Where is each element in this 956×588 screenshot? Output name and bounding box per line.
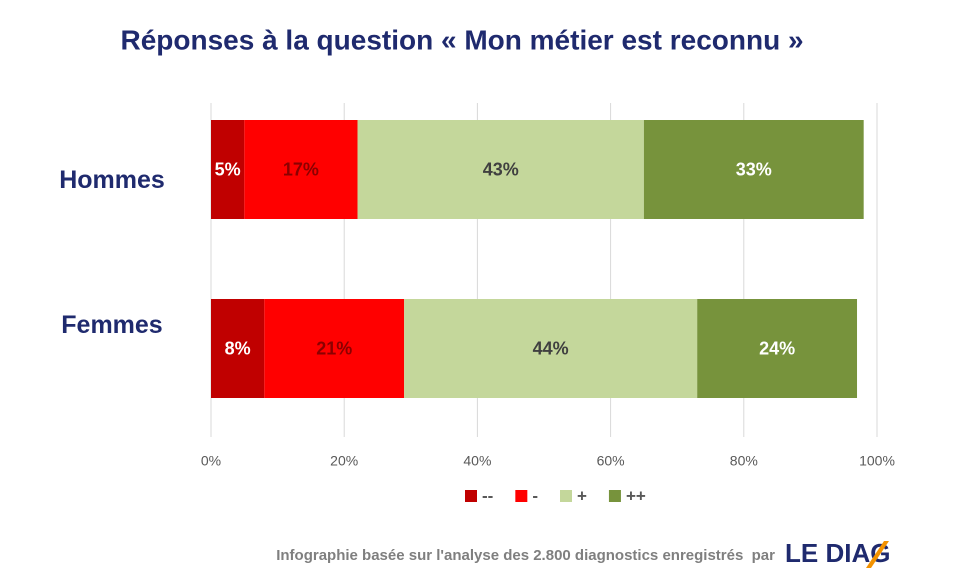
legend-swatch	[608, 490, 621, 502]
legend-swatch	[515, 490, 528, 502]
legend-label: -	[532, 486, 538, 505]
category-label: Hommes	[59, 166, 165, 194]
legend-swatch	[560, 490, 572, 502]
data-label: 8%	[225, 338, 251, 358]
legend-swatch	[465, 490, 477, 502]
bar-segment	[697, 299, 858, 398]
bar-segment	[404, 299, 698, 398]
legend-label: +	[577, 486, 587, 505]
x-tick-label: 0%	[201, 453, 221, 469]
data-label: 43%	[483, 159, 519, 179]
x-tick-label: 100%	[859, 453, 895, 469]
bar-segment	[643, 120, 864, 219]
legend-label: --	[482, 486, 493, 505]
data-label: 17%	[283, 159, 319, 179]
bar-segment	[357, 120, 644, 219]
data-label: 33%	[736, 159, 772, 179]
data-label: 21%	[316, 338, 352, 358]
bar-segment	[211, 299, 265, 398]
data-label: 24%	[759, 338, 795, 358]
footer: Infographie basée sur l'analyse des 2.80…	[276, 547, 775, 564]
x-tick-label: 80%	[730, 453, 758, 469]
legend-label: ++	[626, 486, 646, 505]
x-tick-label: 20%	[330, 453, 358, 469]
x-tick-label: 60%	[597, 453, 625, 469]
data-label: 44%	[533, 338, 569, 358]
logo-accent	[866, 541, 889, 568]
logo: LE DIAG	[785, 538, 890, 568]
data-label: 5%	[215, 159, 241, 179]
bar-segment	[244, 120, 358, 219]
x-tick-label: 40%	[463, 453, 491, 469]
category-label: Femmes	[61, 311, 162, 339]
chart-title: Réponses à la question « Mon métier est …	[120, 24, 803, 55]
bar-segment	[211, 120, 245, 219]
bar-segment	[264, 299, 405, 398]
